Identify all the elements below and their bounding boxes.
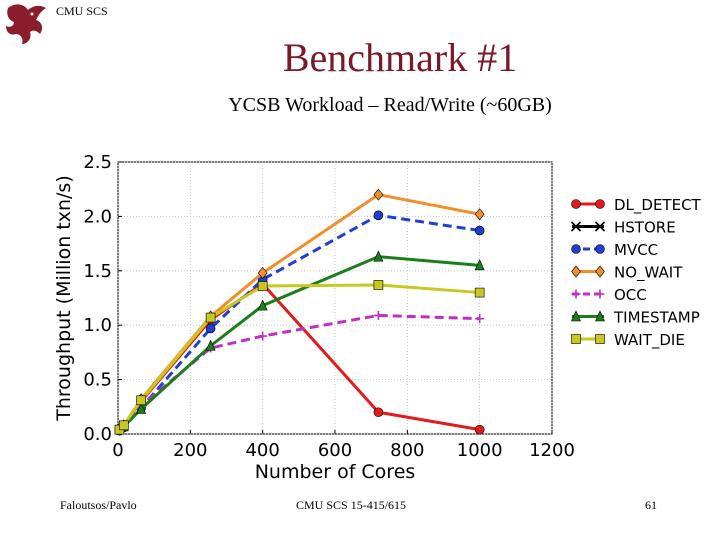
- y-tick-label: 2.5: [83, 152, 112, 173]
- data-point: [136, 395, 146, 406]
- legend-marker: [595, 310, 605, 322]
- data-point: [205, 312, 216, 323]
- legend: DL_DETECT HSTORE MVCC NO_WAIT OCC TIMESTAMP WA…: [570, 196, 702, 350]
- data-point: [257, 267, 268, 279]
- data-point: [373, 407, 384, 418]
- x-tick-label: 600: [318, 440, 352, 461]
- x-axis-label: Number of Cores: [255, 461, 416, 483]
- x-tick-label: 1000: [457, 440, 503, 461]
- data-point: [475, 314, 485, 324]
- data-point: [474, 287, 485, 298]
- legend-label: WAIT_DIE: [614, 331, 685, 350]
- data-point: [474, 259, 485, 271]
- y-tick-label: 0.0: [83, 424, 112, 445]
- data-point: [373, 310, 383, 320]
- brand-label: CMU SCS: [56, 4, 108, 18]
- legend-marker: [595, 334, 605, 344]
- y-tick-label: 1.0: [83, 315, 112, 336]
- x-tick-label: 200: [173, 440, 207, 461]
- legend-label: OCC: [614, 286, 647, 304]
- data-point: [118, 420, 129, 431]
- legend-label: NO_WAIT: [614, 264, 683, 283]
- y-tick-label: 2.0: [83, 206, 112, 227]
- legend-label: HSTORE: [614, 219, 676, 237]
- legend-marker: [571, 334, 581, 344]
- dragon-logo-icon: [6, 4, 46, 44]
- y-tick-label: 1.5: [83, 261, 112, 282]
- legend-marker: [571, 289, 581, 299]
- data-point: [373, 250, 384, 262]
- y-axis-label: Throughput (Million txn/s): [53, 175, 75, 421]
- legend-marker: [595, 199, 605, 209]
- legend-marker: [571, 265, 581, 278]
- x-tick-label: 400: [245, 440, 279, 461]
- data-point: [373, 210, 384, 221]
- legend-marker: [571, 199, 581, 209]
- legend-marker: [570, 221, 582, 232]
- page-number: 61: [645, 498, 657, 512]
- data-point: [373, 188, 384, 201]
- footer-course: CMU SCS 15-415/615: [296, 498, 407, 512]
- x-tick-label: 800: [390, 440, 424, 461]
- x-tick-label: 1200: [529, 440, 575, 461]
- data-point: [474, 225, 485, 236]
- data-point: [474, 208, 485, 221]
- data-point: [474, 424, 485, 435]
- legend-marker: [571, 310, 581, 322]
- legend-label: TIMESTAMP: [613, 309, 700, 327]
- data-point: [373, 280, 384, 290]
- legend-marker: [595, 265, 605, 278]
- legend-marker: [595, 244, 605, 254]
- data-point: [205, 339, 216, 351]
- data-point: [136, 402, 147, 414]
- x-tick-label: 0: [112, 440, 123, 461]
- legend-label: DL_DETECT: [614, 196, 702, 215]
- legend-marker: [594, 221, 606, 232]
- legend-label: MVCC: [614, 241, 658, 259]
- slide-title: Benchmark #1: [282, 35, 518, 80]
- footer-authors: Faloutsos/Pavlo: [60, 498, 137, 512]
- legend-marker: [571, 244, 581, 254]
- data-point: [258, 331, 268, 341]
- data-point: [257, 299, 268, 311]
- slide-subtitle: YCSB Workload – Read/Write (~60GB): [228, 94, 552, 116]
- data-point: [205, 323, 216, 334]
- legend-marker: [595, 289, 605, 299]
- data-point: [257, 281, 268, 291]
- series-wait-die: [114, 280, 485, 435]
- y-tick-label: 0.5: [83, 370, 112, 391]
